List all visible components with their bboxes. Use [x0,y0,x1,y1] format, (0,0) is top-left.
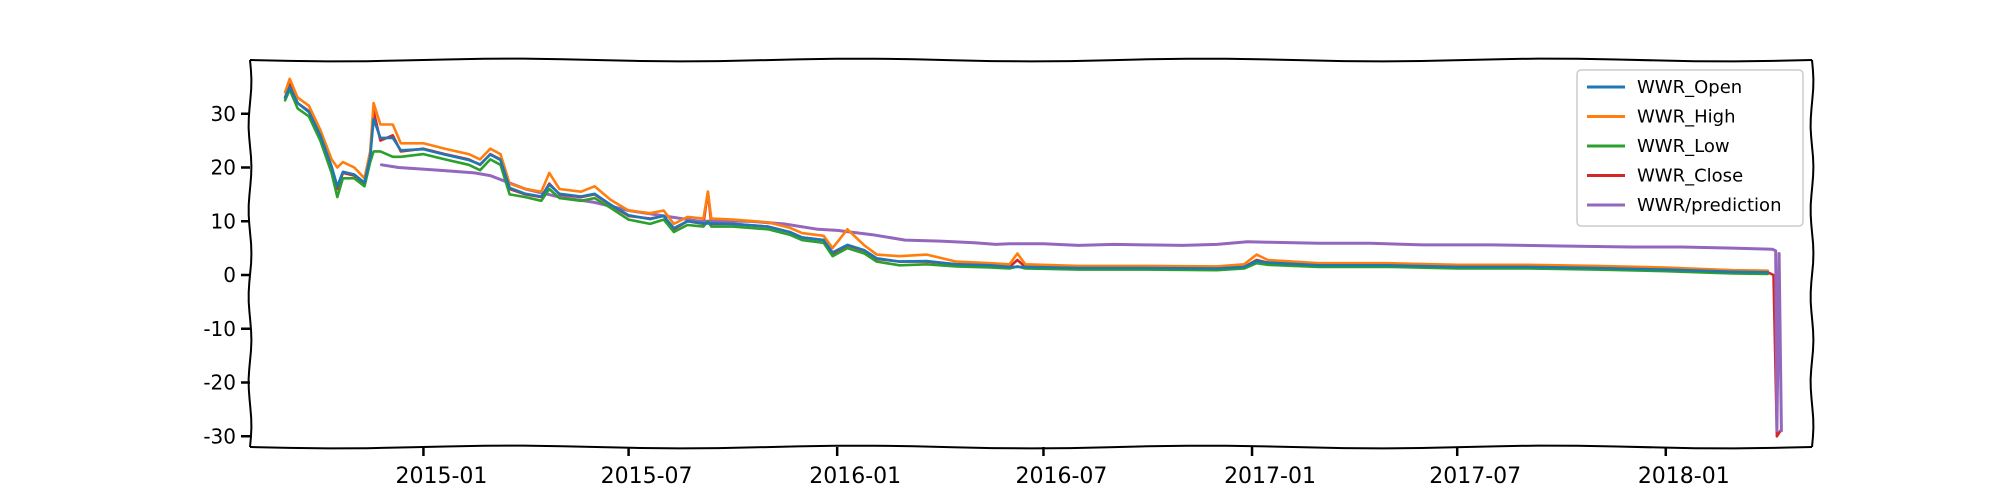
x-tick-label: 2016-07 [1016,464,1108,489]
series-line-wwr-low [283,88,1770,276]
series-line-wwr-open [283,85,1770,274]
x-tick-label: 2017-07 [1429,464,1521,489]
plot-border-bottom [249,444,1813,450]
series-line-wwr-close [283,82,1782,438]
legend-label: WWR/prediction [1637,195,1781,216]
series-line-wwr-prediction [380,163,1783,433]
plot-border-right [1809,59,1815,448]
plot-frame [247,57,1815,450]
x-tick-label: 2016-01 [809,464,901,489]
y-tick-label: -20 [203,371,236,395]
x-tick-label: 2018-01 [1638,464,1730,489]
plot-border-left [247,59,253,448]
y-axis: 30 20 10 0 -10 -20 -30 [203,102,250,448]
x-axis: 2015-01 2015-07 2016-01 2016-07 2017-01 2017-… [395,447,1730,489]
x-tick-label: 2015-07 [601,464,693,489]
legend-label: WWR_Low [1637,136,1730,157]
x-tick-label: 2017-01 [1224,464,1316,489]
y-tick-label: 10 [211,209,236,233]
plot-border-top [249,57,1813,63]
y-tick-label: -30 [203,424,236,448]
y-tick-label: 20 [211,156,236,180]
legend-label: WWR_High [1637,107,1735,128]
series-line-wwr-high [283,77,1770,272]
legend: WWR_Open WWR_High WWR_Low WWR_Close WWR/pred… [1576,69,1804,227]
y-tick-label: 30 [211,102,236,126]
legend-label: WWR_Close [1637,166,1743,187]
series-layer [283,77,1783,438]
y-tick-label: 0 [223,263,236,287]
y-tick-label: -10 [203,317,236,341]
x-tick-label: 2015-01 [395,464,487,489]
legend-box [1576,69,1804,227]
legend-label: WWR_Open [1637,77,1742,98]
